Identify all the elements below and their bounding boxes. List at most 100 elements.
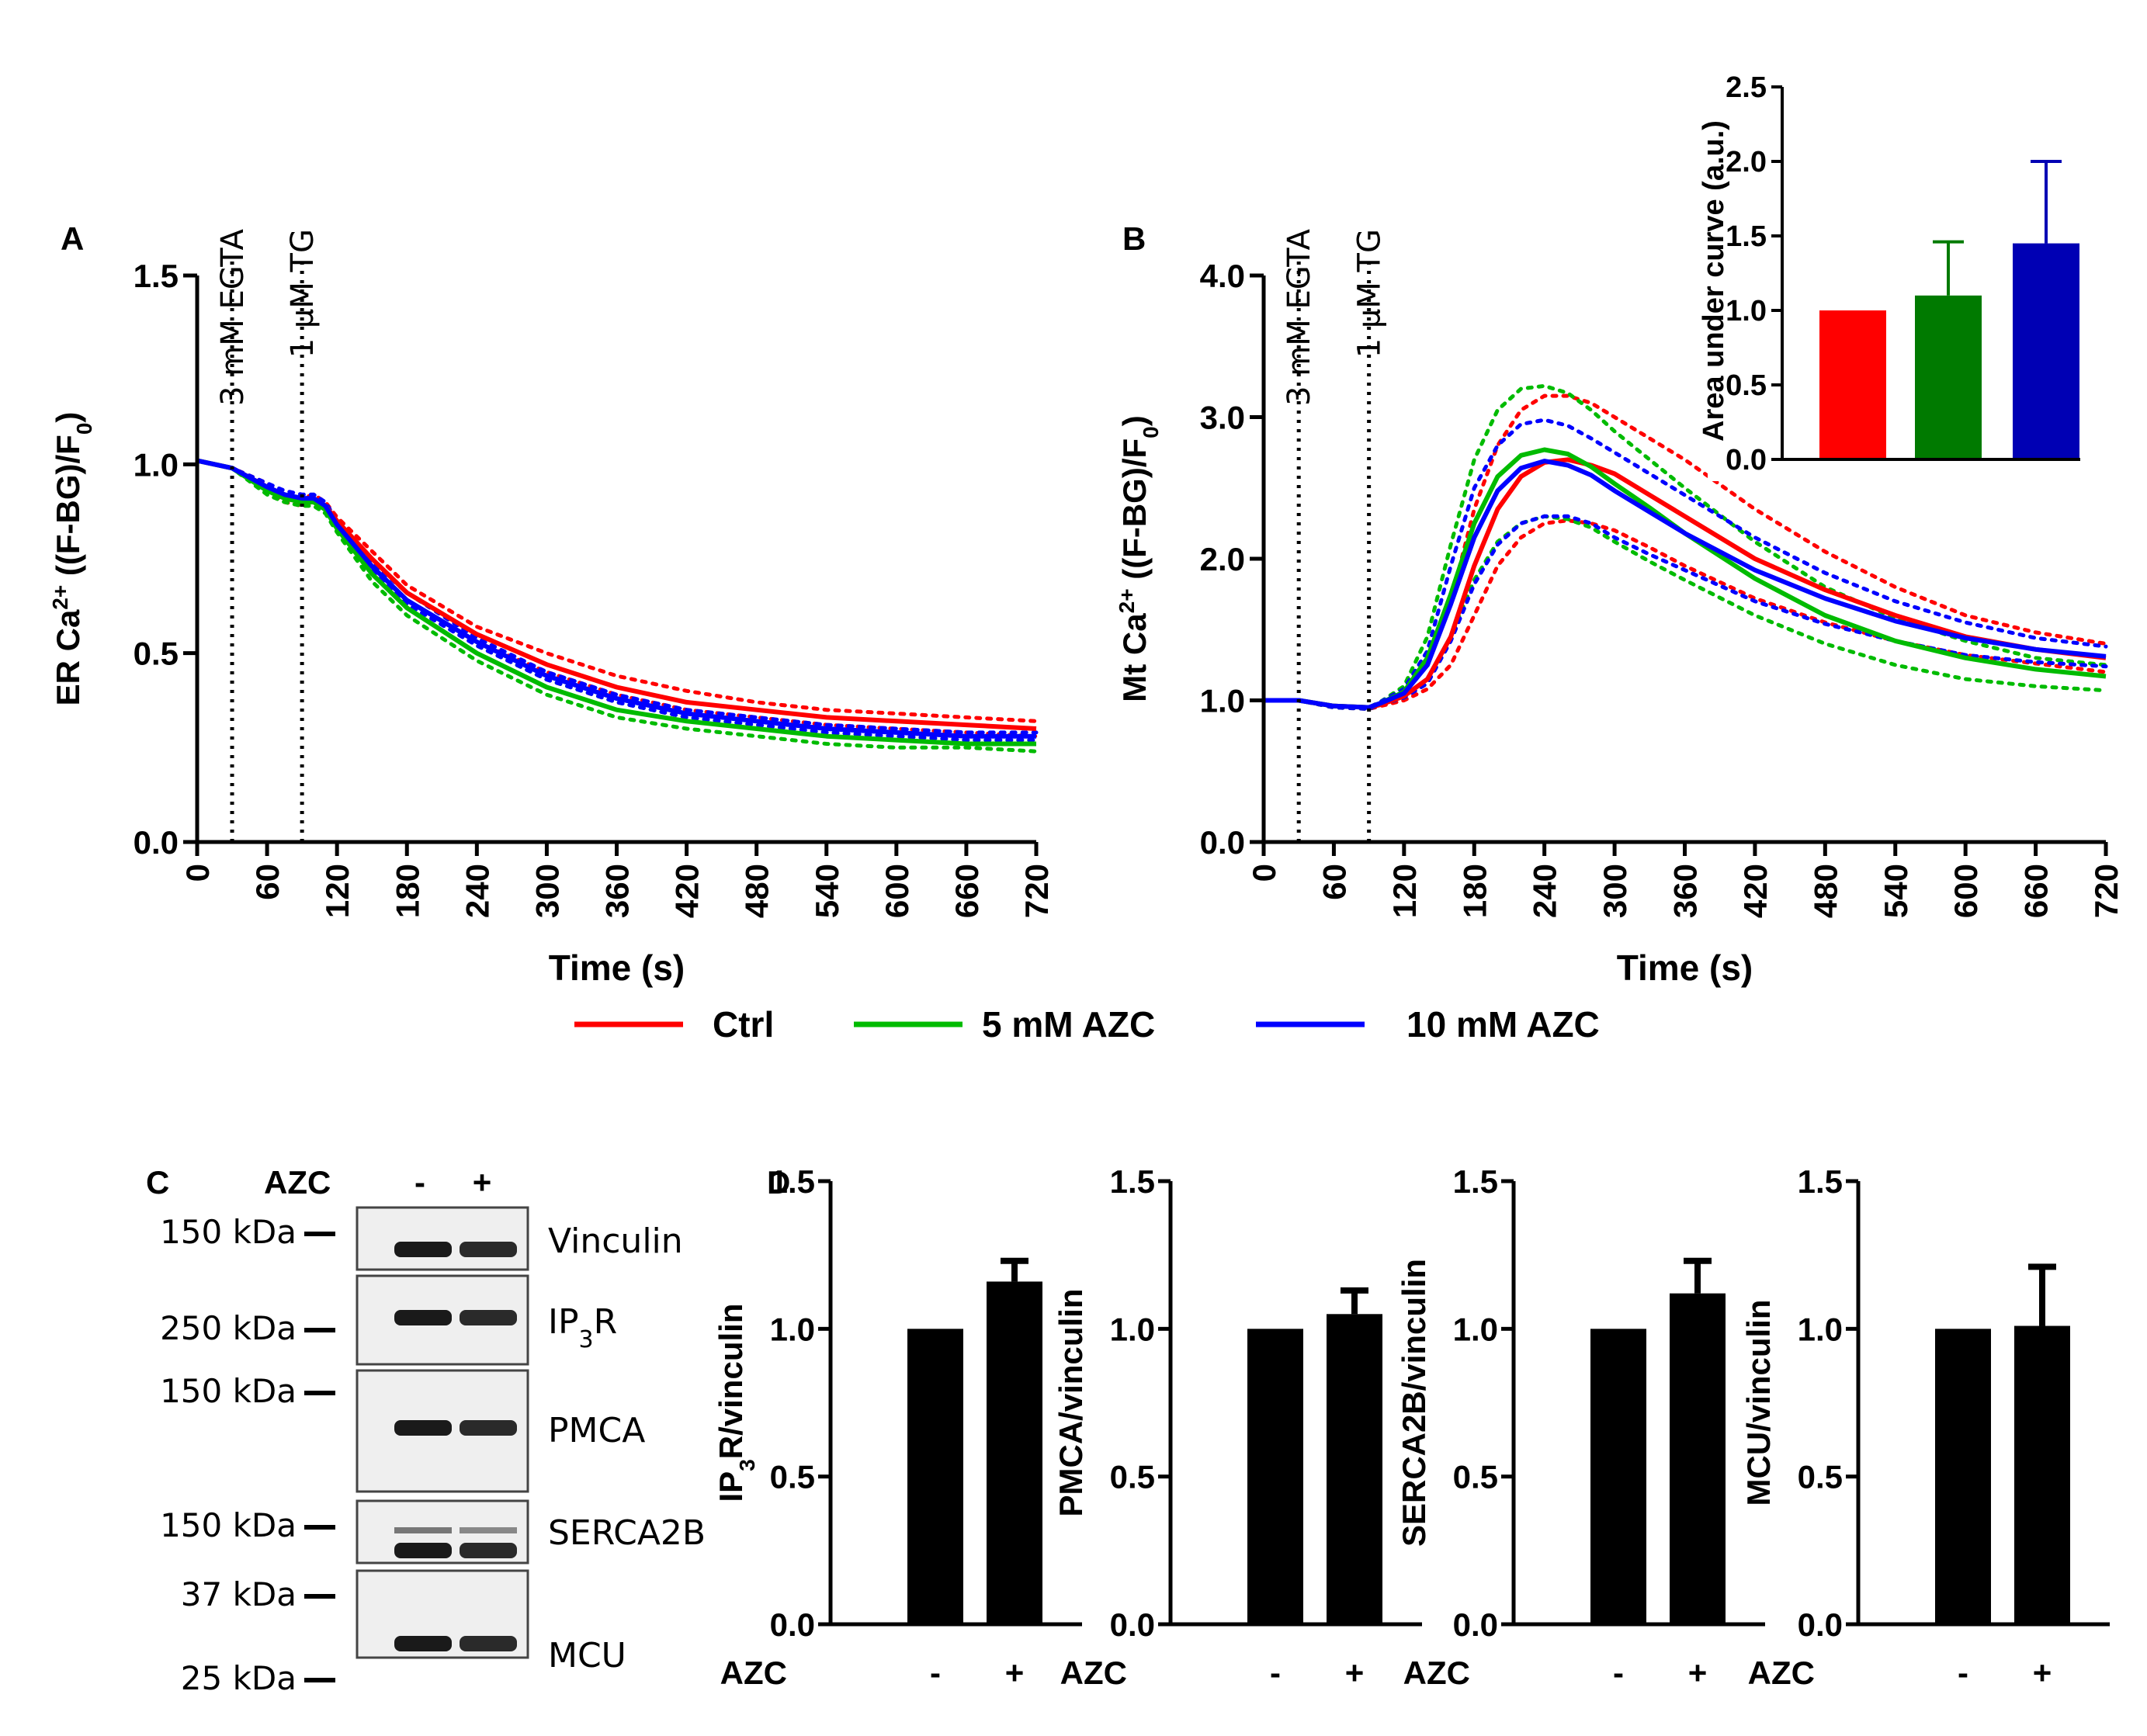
x-tick-label: 0 xyxy=(1246,864,1282,882)
marker-label: 25 kDa xyxy=(181,1659,297,1697)
protein-label-tail: R xyxy=(594,1302,618,1342)
blot-band-SERCA2B-plus xyxy=(460,1543,517,1558)
y-tick-label: 0.0 xyxy=(1110,1606,1155,1643)
y-tick-label: 0.0 xyxy=(1453,1606,1498,1643)
bar-chart-3: 0.0 0.5 1.0 1.5 AZC - + MCU/vinculin xyxy=(1740,1163,2110,1691)
x-tick-label: 120 xyxy=(1386,864,1423,918)
annotation-label-0: 3 mM EGTA xyxy=(215,228,251,406)
y-label-part: 2+ xyxy=(1115,588,1139,613)
blot-band-IP3R-plus xyxy=(460,1310,517,1325)
y-axis-label: SERCA2B/vinculin xyxy=(1396,1259,1432,1547)
y-tick-label: 0.0 xyxy=(134,824,179,861)
x-axis-label: Time (s) xyxy=(1617,948,1753,988)
x-tick-label: 240 xyxy=(459,864,495,918)
x-tick-label: 360 xyxy=(599,864,636,918)
x-tick-label: 360 xyxy=(1667,864,1704,918)
blot-band-MCU-minus xyxy=(394,1636,452,1651)
protein-label-2: PMCA xyxy=(548,1411,645,1450)
blot-band-serca-upper-plus xyxy=(460,1527,517,1533)
inset-y-tick-label: 2.0 xyxy=(1726,146,1767,178)
annotation-label-0: 3 mM EGTA xyxy=(1282,228,1317,406)
treatment-label: AZC xyxy=(1060,1655,1127,1691)
y-tick-label: 0.0 xyxy=(770,1606,815,1643)
bar-chart-0: 0.0 0.5 1.0 1.5 AZC - + IP3R/vinculin xyxy=(713,1163,1082,1691)
panel-d: D 0.0 0.5 1.0 1.5 AZC - + IP3R/vinculin 0.0 0.5 1.0… xyxy=(713,1163,2110,1691)
protein-label-0: Vinculin xyxy=(548,1221,683,1261)
panel-label: C xyxy=(146,1164,169,1201)
x-tick-label: 720 xyxy=(2088,864,2124,918)
x-tick-label: 660 xyxy=(949,864,985,918)
y-label-sub: 3 xyxy=(735,1459,759,1471)
blot-band-Vinculin-minus xyxy=(394,1242,452,1257)
y-label-part: Mt Ca xyxy=(1116,613,1153,702)
blot-band-PMCA-minus xyxy=(394,1420,452,1436)
y-tick-label: 1.0 xyxy=(134,446,179,483)
x-tick-label: 420 xyxy=(669,864,706,918)
annotation-label-1: 1 μM TG xyxy=(285,229,321,358)
treatment-label: AZC xyxy=(720,1655,787,1691)
sem-lower-1 xyxy=(195,459,1039,754)
x-tick-label: 600 xyxy=(1948,864,1984,918)
y-label-part: R/vinculin xyxy=(713,1304,749,1460)
category-label-minus: - xyxy=(930,1655,941,1691)
y-tick-label: 0.5 xyxy=(1798,1459,1843,1495)
bar-minus xyxy=(907,1329,963,1624)
marker-label: 150 kDa xyxy=(160,1213,297,1251)
y-tick-label: 4.0 xyxy=(1200,258,1245,294)
category-label-minus: - xyxy=(1270,1655,1281,1691)
y-tick-label: 1.0 xyxy=(1453,1311,1498,1347)
marker-label: 37 kDa xyxy=(181,1575,297,1613)
y-tick-label: 1.5 xyxy=(1110,1163,1155,1200)
y-axis-label: ER Ca2+ ((F-BG)/F0) xyxy=(48,412,96,706)
y-tick-label: 1.0 xyxy=(1110,1311,1155,1347)
x-tick-label: 180 xyxy=(1456,864,1493,918)
y-label-part: 2+ xyxy=(48,585,72,610)
protein-label-1: IP3R xyxy=(548,1302,617,1353)
series-line-2 xyxy=(1264,459,2107,710)
inset-y-tick-label: 0.0 xyxy=(1726,444,1767,476)
panel-label: D xyxy=(767,1164,790,1201)
y-tick-label: 0.5 xyxy=(1110,1459,1155,1495)
y-tick-label: 1.5 xyxy=(1798,1163,1843,1200)
bar-chart-1: 0.0 0.5 1.0 1.5 AZC - + PMCA/vinculin xyxy=(1053,1163,1422,1691)
y-axis-label: MCU/vinculin xyxy=(1740,1299,1777,1506)
y-tick-label: 1.5 xyxy=(1453,1163,1498,1200)
x-tick-label: 60 xyxy=(249,864,286,900)
y-label-part: ((F-BG)/F xyxy=(50,435,86,585)
y-label-part: ) xyxy=(50,412,86,423)
inset-y-tick-label: 2.5 xyxy=(1726,71,1767,104)
x-tick-label: 300 xyxy=(529,864,565,918)
x-tick-label: 540 xyxy=(1878,864,1914,918)
y-tick-label: 0.5 xyxy=(1453,1459,1498,1495)
x-tick-label: 480 xyxy=(1807,864,1844,918)
y-tick-label: 2.0 xyxy=(1200,541,1245,577)
blot-band-MCU-plus xyxy=(460,1636,517,1651)
y-axis-label: Mt Ca2+ ((F-BG)/F0) xyxy=(1115,415,1163,702)
bar-plus xyxy=(1327,1314,1382,1624)
marker-label: 150 kDa xyxy=(160,1506,297,1544)
y-axis-label: PMCA/vinculin xyxy=(1053,1288,1089,1516)
bar-minus xyxy=(1247,1329,1303,1624)
category-label-plus: + xyxy=(1688,1655,1708,1691)
x-tick-label: 180 xyxy=(389,864,425,918)
y-tick-label: 1.0 xyxy=(1200,683,1245,719)
bar-minus xyxy=(1590,1329,1646,1624)
x-tick-label: 540 xyxy=(809,864,845,918)
series-line-1 xyxy=(196,458,1036,747)
panel-b: 3 mM EGTA 1 μM TG 0 60 120 180 240 300 360 420 480… xyxy=(1115,220,2125,988)
protein-label-3: SERCA2B xyxy=(548,1513,706,1553)
category-label-plus: + xyxy=(1005,1655,1025,1691)
series-line-0 xyxy=(1264,457,2107,710)
series-line-2 xyxy=(196,458,1036,739)
y-label-part: ((F-BG)/F xyxy=(1116,438,1153,589)
category-label-minus: - xyxy=(1613,1655,1624,1691)
inset-bar-1 xyxy=(1915,295,1982,459)
lane-label-plus: + xyxy=(473,1164,492,1201)
blot-band-PMCA-plus xyxy=(460,1420,517,1436)
y-tick-label: 0.0 xyxy=(1200,824,1245,861)
x-tick-label: 240 xyxy=(1527,864,1563,918)
y-tick-label: 0.5 xyxy=(770,1459,815,1495)
x-tick-label: 480 xyxy=(739,864,775,918)
y-label-part: 0 xyxy=(72,423,96,435)
